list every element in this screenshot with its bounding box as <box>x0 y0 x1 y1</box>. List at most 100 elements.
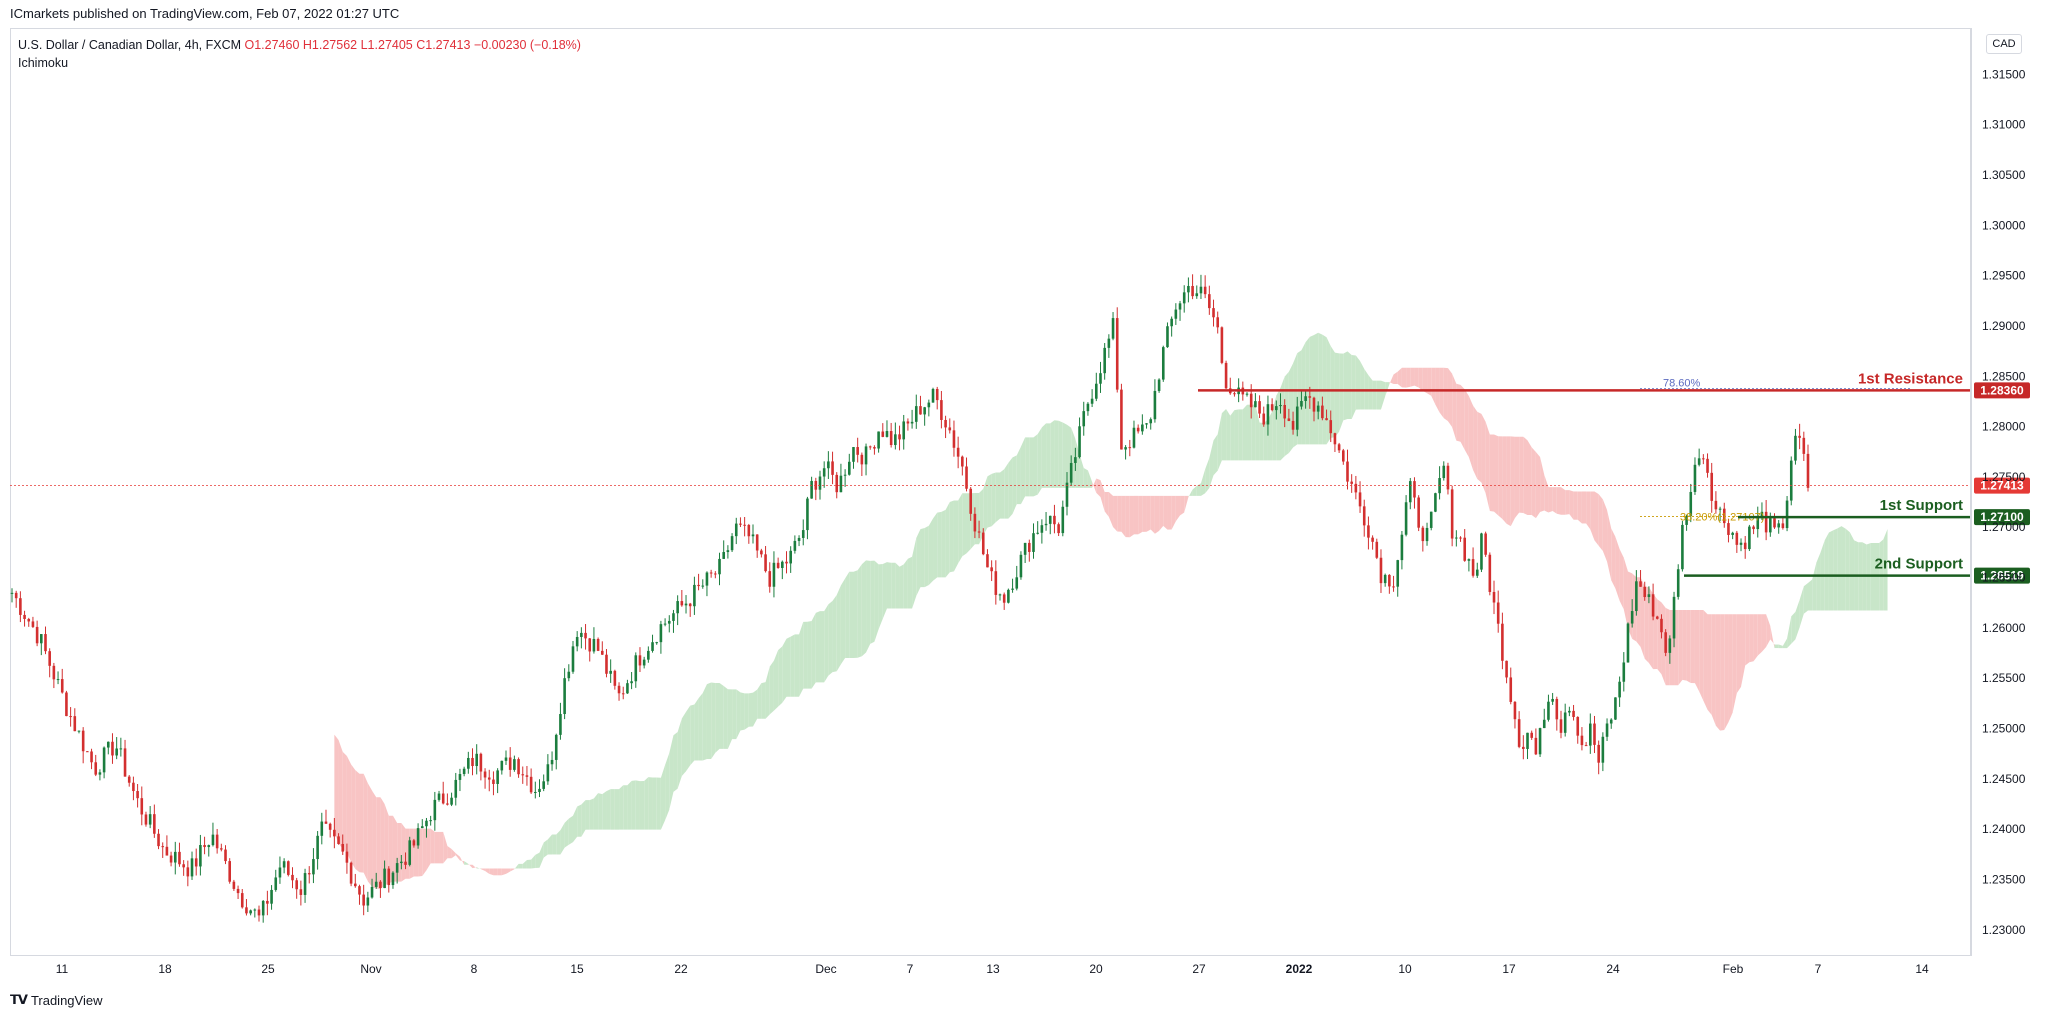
candle[interactable] <box>400 861 403 864</box>
candle[interactable] <box>940 400 943 420</box>
candle[interactable] <box>776 562 780 568</box>
candle[interactable] <box>1120 389 1123 450</box>
candle[interactable] <box>1283 404 1286 419</box>
candle[interactable] <box>542 781 545 789</box>
candle[interactable] <box>1417 497 1420 528</box>
candle[interactable] <box>207 845 211 848</box>
candle[interactable] <box>743 524 746 526</box>
candle[interactable] <box>467 757 470 769</box>
candle[interactable] <box>517 759 520 775</box>
candle[interactable] <box>48 651 51 666</box>
candle[interactable] <box>416 828 420 846</box>
candle[interactable] <box>1710 472 1714 501</box>
candle[interactable] <box>1279 404 1282 407</box>
candle[interactable] <box>1664 632 1667 653</box>
candle[interactable] <box>994 571 998 595</box>
candle[interactable] <box>1086 403 1090 412</box>
candle[interactable] <box>1735 532 1739 545</box>
candle[interactable] <box>127 776 131 783</box>
candle[interactable] <box>441 793 445 804</box>
candle[interactable] <box>1379 557 1383 584</box>
candle[interactable] <box>764 554 767 572</box>
candle[interactable] <box>1111 318 1115 339</box>
candle[interactable] <box>1007 589 1010 603</box>
candle[interactable] <box>1702 458 1705 460</box>
candle[interactable] <box>1044 523 1048 526</box>
candle[interactable] <box>1655 616 1659 619</box>
candle[interactable] <box>404 861 407 865</box>
candle[interactable] <box>1212 308 1215 318</box>
candle[interactable] <box>1178 303 1182 310</box>
candle[interactable] <box>781 561 784 568</box>
candle[interactable] <box>910 421 914 424</box>
candle[interactable] <box>567 671 571 679</box>
candle[interactable] <box>1781 523 1785 529</box>
candle[interactable] <box>1597 744 1600 763</box>
candle[interactable] <box>1057 524 1060 534</box>
candle[interactable] <box>1789 460 1793 501</box>
candle[interactable] <box>981 532 985 555</box>
candle[interactable] <box>1584 745 1588 747</box>
candle[interactable] <box>709 572 713 574</box>
candle[interactable] <box>1312 397 1316 412</box>
candle[interactable] <box>282 861 286 868</box>
candle[interactable] <box>1739 542 1743 545</box>
candle[interactable] <box>1639 581 1642 587</box>
candle[interactable] <box>169 855 173 863</box>
candle[interactable] <box>1605 723 1609 737</box>
candle[interactable] <box>387 868 391 886</box>
candle[interactable] <box>1346 461 1349 482</box>
candle[interactable] <box>655 642 659 644</box>
candle[interactable] <box>1342 450 1345 462</box>
candle[interactable] <box>454 779 458 798</box>
candle[interactable] <box>140 798 144 815</box>
candle[interactable] <box>961 456 964 467</box>
candle[interactable] <box>580 632 583 637</box>
candle[interactable] <box>1094 383 1098 399</box>
candle[interactable] <box>605 654 608 674</box>
candle[interactable] <box>634 655 638 682</box>
candle[interactable] <box>165 846 169 856</box>
candle[interactable] <box>626 683 629 694</box>
candle[interactable] <box>1530 732 1533 738</box>
candle[interactable] <box>529 776 533 793</box>
candle[interactable] <box>1166 326 1169 348</box>
candle[interactable] <box>1542 719 1546 729</box>
candle[interactable] <box>132 782 135 792</box>
candle[interactable] <box>609 670 612 674</box>
candle[interactable] <box>1308 396 1312 398</box>
candle[interactable] <box>952 430 956 448</box>
candle[interactable] <box>173 851 177 863</box>
candle[interactable] <box>1773 518 1776 528</box>
candle[interactable] <box>383 868 386 889</box>
candle[interactable] <box>914 406 918 422</box>
candle[interactable] <box>1287 418 1291 421</box>
candle[interactable] <box>1375 541 1379 558</box>
candle[interactable] <box>1614 697 1617 720</box>
candle[interactable] <box>1455 537 1458 539</box>
candle[interactable] <box>1187 285 1190 293</box>
candle[interactable] <box>747 525 751 537</box>
candle[interactable] <box>923 407 926 415</box>
candle[interactable] <box>35 626 39 644</box>
candle[interactable] <box>684 603 688 606</box>
candle[interactable] <box>1563 712 1567 733</box>
candle[interactable] <box>1714 500 1718 510</box>
candle[interactable] <box>374 881 378 887</box>
candle[interactable] <box>1672 596 1676 639</box>
candle[interactable] <box>1450 489 1454 539</box>
candle[interactable] <box>613 670 617 686</box>
candle[interactable] <box>986 554 989 568</box>
candle[interactable] <box>1643 586 1647 598</box>
candle[interactable] <box>52 665 56 680</box>
candle[interactable] <box>1513 701 1517 720</box>
candle[interactable] <box>81 730 85 752</box>
candle[interactable] <box>1019 554 1023 578</box>
candle[interactable] <box>810 480 813 499</box>
candle[interactable] <box>1668 638 1672 653</box>
candle[interactable] <box>827 461 830 469</box>
currency-button[interactable]: CAD <box>1986 34 2022 54</box>
candle[interactable] <box>1161 347 1165 380</box>
candle[interactable] <box>123 748 127 777</box>
candle[interactable] <box>617 685 621 694</box>
